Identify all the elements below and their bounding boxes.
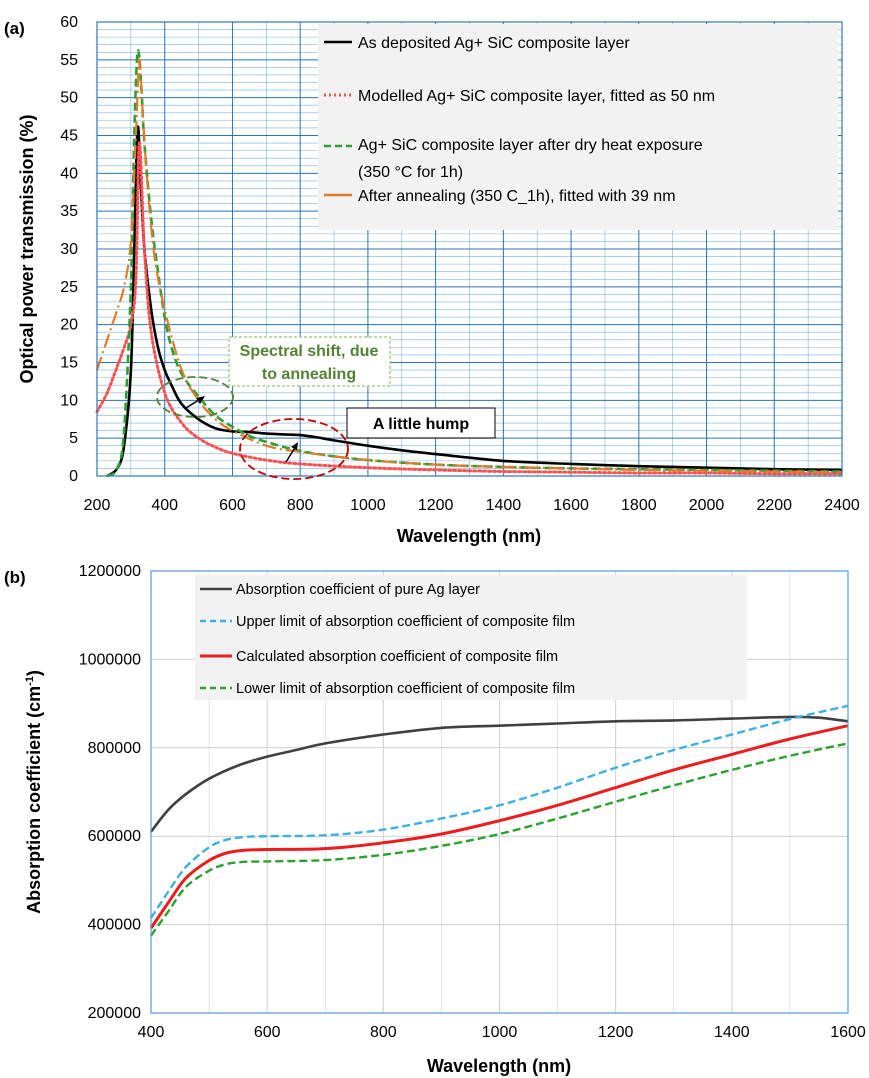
x-tick-label: 1000	[482, 1024, 518, 1041]
panel-b-x-tick-labels: 400 600 800 1000 1200 1400 1600	[138, 1024, 866, 1041]
panel-b-y-tick-labels: 200000 400000 600000 800000 1000000 1200000	[79, 563, 141, 1022]
panel-a-y-axis-title: Optical power transmission (%)	[17, 114, 37, 383]
y-tick-label: 35	[60, 203, 78, 220]
panel-b-x-axis-title: Wavelength (nm)	[427, 1056, 571, 1076]
x-tick-label: 1000	[350, 497, 386, 514]
hump-ellipse	[239, 418, 349, 480]
y-tick-label: 10	[60, 392, 78, 409]
series-line-1	[149, 715, 849, 833]
panel-b-label: (b)	[4, 568, 26, 587]
y-tick-label: 25	[60, 279, 78, 296]
panel-a-chart: (a) 200 400 600 800 1000 1200 1400 1600 1800 2000…	[4, 14, 860, 546]
x-tick-label: 800	[287, 497, 314, 514]
x-tick-label: 1400	[486, 497, 522, 514]
x-tick-label: 1200	[418, 497, 454, 514]
panel-b-legend: Absorption coefficient of pure Ag layer …	[195, 575, 747, 700]
series-line-3	[149, 724, 849, 929]
panel-b-y-axis-title: Absorption coefficient (cm-1)	[24, 670, 44, 914]
x-tick-label: 800	[370, 1024, 397, 1041]
x-tick-label: 600	[219, 497, 246, 514]
series-line-4	[150, 742, 849, 937]
y-tick-label: 800000	[88, 740, 141, 757]
panel-a-label: (a)	[4, 19, 25, 38]
x-tick-label: 400	[138, 1024, 165, 1041]
series-line-2	[95, 141, 844, 476]
y-tick-label: 200000	[88, 1005, 141, 1022]
panel-a-legend: As deposited Ag+ SiC composite layer Mod…	[318, 24, 838, 230]
y-tick-label: 60	[60, 14, 78, 31]
legend-label-calculated: Calculated absorption coefficient of com…	[236, 649, 558, 665]
series-line-4	[95, 58, 843, 474]
y-tick-label: 30	[60, 241, 78, 258]
y-tick-label: 40	[60, 165, 78, 182]
y-tick-label: 1200000	[79, 563, 141, 580]
x-tick-label: 400	[151, 497, 178, 514]
legend-label-lower-limit: Lower limit of absorption coefficient of…	[236, 681, 575, 697]
legend-label-as-deposited: As deposited Ag+ SiC composite layer	[358, 35, 630, 52]
y-tick-label: 0	[69, 468, 78, 485]
spectral-shift-label-line2: to annealing	[262, 366, 356, 383]
y-tick-label: 5	[69, 430, 78, 447]
x-tick-label: 1200	[598, 1024, 634, 1041]
hump-label-box	[346, 407, 496, 439]
panel-b-plot-frame	[150, 570, 849, 1014]
legend-label-modelled: Modelled Ag+ SiC composite layer, fitted…	[358, 88, 715, 105]
x-tick-label: 1600	[830, 1024, 866, 1041]
y-tick-label: 15	[60, 355, 78, 372]
legend-label-dry-heat: Ag+ SiC composite layer after dry heat e…	[358, 137, 707, 181]
hump-label: A little hump	[373, 416, 470, 433]
panel-a-plot-frame	[96, 21, 843, 477]
panel-a-x-tick-labels: 200 400 600 800 1000 1200 1400 1600 1800 2000 2200…	[84, 497, 860, 514]
x-tick-label: 1400	[714, 1024, 750, 1041]
x-tick-label: 2400	[824, 497, 860, 514]
hump-arrowhead	[291, 442, 298, 450]
panel-b-chart: (b) 400 600 800 1000 1200 1400 1600 200000 4000…	[4, 563, 866, 1076]
panel-b-series-lines	[149, 704, 849, 937]
y-tick-label: 55	[60, 52, 78, 69]
series-line-2	[149, 704, 849, 919]
x-tick-label: 1600	[553, 497, 589, 514]
spectral-shift-ellipse	[156, 376, 234, 418]
legend-label-annealed: After annealing (350 C_1h), fitted with …	[358, 188, 676, 205]
panel-a-y-tick-labels: 0 5 10 15 20 25 30 35 40 45 50 55 60	[60, 14, 78, 485]
x-tick-label: 2200	[756, 497, 792, 514]
spectral-shift-label-line1: Spectral shift, due	[240, 343, 379, 360]
panel-a-annotations: Spectral shift, due to annealing A littl…	[156, 336, 496, 480]
series-line-1	[106, 125, 843, 478]
spectral-shift-box	[228, 336, 391, 387]
x-tick-label: 600	[254, 1024, 281, 1041]
y-tick-label: 50	[60, 90, 78, 107]
legend-label-upper-limit: Upper limit of absorption coefficient of…	[236, 614, 575, 630]
y-tick-label: 1000000	[79, 651, 141, 668]
y-tick-label: 20	[60, 317, 78, 334]
panel-a-x-axis-title: Wavelength (nm)	[397, 526, 541, 546]
x-tick-label: 200	[84, 497, 111, 514]
x-tick-label: 2000	[689, 497, 725, 514]
panel-b-legend-box	[195, 575, 747, 700]
legend-label-pure-ag: Absorption coefficient of pure Ag layer	[236, 582, 480, 598]
y-tick-label: 45	[60, 128, 78, 145]
x-tick-label: 1800	[621, 497, 657, 514]
spectral-shift-arrowhead	[196, 396, 205, 404]
y-tick-label: 400000	[88, 917, 141, 934]
panel-a-legend-box	[318, 24, 838, 230]
y-tick-label: 600000	[88, 828, 141, 845]
